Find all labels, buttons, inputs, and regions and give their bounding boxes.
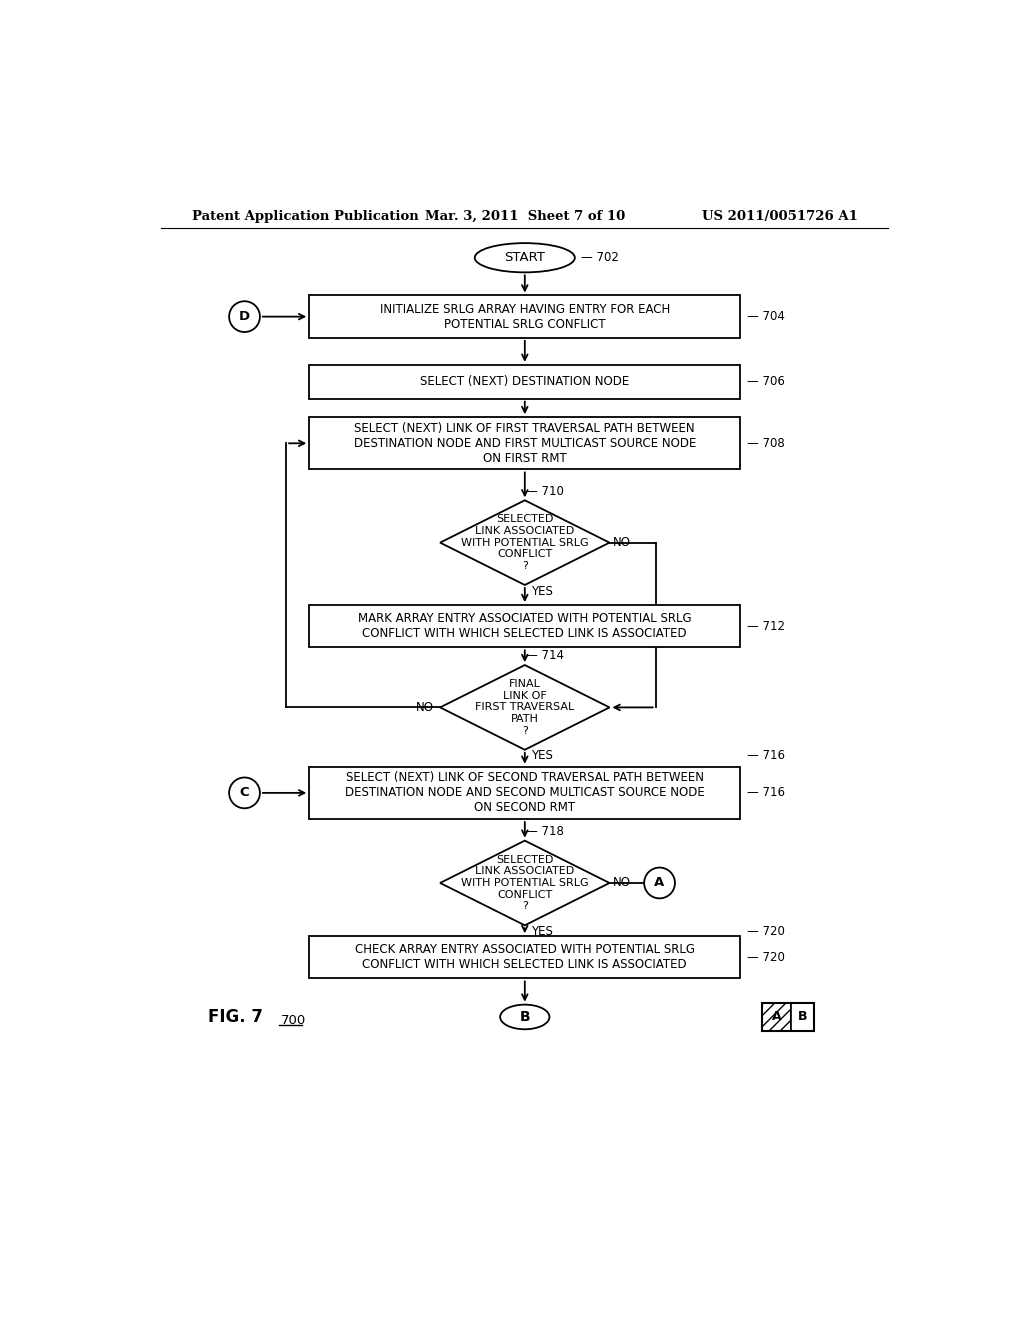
FancyBboxPatch shape [309,605,740,647]
Text: YES: YES [531,585,553,598]
FancyBboxPatch shape [309,364,740,399]
Text: SELECT (NEXT) DESTINATION NODE: SELECT (NEXT) DESTINATION NODE [420,375,630,388]
Circle shape [229,777,260,808]
Circle shape [644,867,675,899]
Text: SELECT (NEXT) LINK OF FIRST TRAVERSAL PATH BETWEEN
DESTINATION NODE AND FIRST MU: SELECT (NEXT) LINK OF FIRST TRAVERSAL PA… [353,422,696,465]
Text: NO: NO [416,701,434,714]
Text: NO: NO [613,536,632,549]
Text: C: C [240,787,249,800]
Text: — 720: — 720 [746,925,784,939]
Text: — 720: — 720 [746,950,784,964]
Text: SELECTED
LINK ASSOCIATED
WITH POTENTIAL SRLG
CONFLICT
?: SELECTED LINK ASSOCIATED WITH POTENTIAL … [461,515,589,570]
Text: — 702: — 702 [581,251,618,264]
Text: SELECT (NEXT) LINK OF SECOND TRAVERSAL PATH BETWEEN
DESTINATION NODE AND SECOND : SELECT (NEXT) LINK OF SECOND TRAVERSAL P… [345,771,705,814]
Text: 700: 700 [281,1014,306,1027]
FancyBboxPatch shape [309,936,740,978]
Polygon shape [440,841,609,925]
Text: CHECK ARRAY ENTRY ASSOCIATED WITH POTENTIAL SRLG
CONFLICT WITH WHICH SELECTED LI: CHECK ARRAY ENTRY ASSOCIATED WITH POTENT… [354,944,695,972]
Text: US 2011/0051726 A1: US 2011/0051726 A1 [701,210,857,223]
Text: B: B [798,1010,807,1023]
Text: A: A [654,876,665,890]
Text: — 706: — 706 [746,375,784,388]
Text: FIG. 7: FIG. 7 [208,1008,262,1026]
Text: YES: YES [531,925,553,939]
Text: SELECTED
LINK ASSOCIATED
WITH POTENTIAL SRLG
CONFLICT
?: SELECTED LINK ASSOCIATED WITH POTENTIAL … [461,855,589,911]
Text: Patent Application Publication: Patent Application Publication [193,210,419,223]
Circle shape [229,301,260,333]
FancyBboxPatch shape [791,1003,814,1031]
Text: Mar. 3, 2011  Sheet 7 of 10: Mar. 3, 2011 Sheet 7 of 10 [425,210,625,223]
Text: — 704: — 704 [746,310,784,323]
Ellipse shape [475,243,574,272]
Text: FINAL
LINK OF
FIRST TRAVERSAL
PATH
?: FINAL LINK OF FIRST TRAVERSAL PATH ? [475,680,574,735]
Polygon shape [440,500,609,585]
FancyBboxPatch shape [309,767,740,818]
Text: START: START [505,251,545,264]
FancyBboxPatch shape [309,417,740,470]
Text: — 718: — 718 [526,825,564,838]
Ellipse shape [500,1005,550,1030]
Text: MARK ARRAY ENTRY ASSOCIATED WITH POTENTIAL SRLG
CONFLICT WITH WHICH SELECTED LIN: MARK ARRAY ENTRY ASSOCIATED WITH POTENTI… [358,612,691,640]
Text: NO: NO [613,876,632,890]
Text: INITIALIZE SRLG ARRAY HAVING ENTRY FOR EACH
POTENTIAL SRLG CONFLICT: INITIALIZE SRLG ARRAY HAVING ENTRY FOR E… [380,302,670,330]
Text: B: B [519,1010,530,1024]
FancyBboxPatch shape [762,1003,791,1031]
Text: — 716: — 716 [746,787,784,800]
FancyBboxPatch shape [309,296,740,338]
Text: — 708: — 708 [746,437,784,450]
Polygon shape [440,665,609,750]
Text: — 710: — 710 [526,484,564,498]
Text: A: A [771,1010,781,1023]
Text: D: D [239,310,250,323]
Text: — 714: — 714 [526,649,564,663]
Text: YES: YES [531,750,553,763]
Text: — 712: — 712 [746,619,784,632]
Text: — 716: — 716 [746,750,784,763]
